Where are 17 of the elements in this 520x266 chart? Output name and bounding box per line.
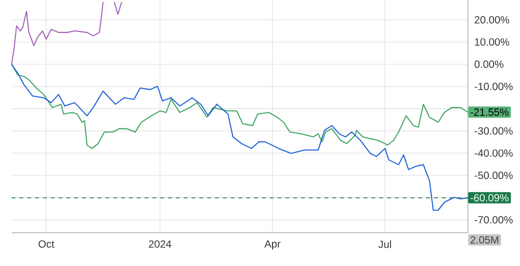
annotation: -21.55% (470, 108, 509, 116)
x-tick-label: Oct (38, 240, 54, 248)
y-tick-label: 10.00% (475, 38, 510, 46)
y-tick-label: 0.00% (474, 60, 504, 68)
y-tick-label: -10.00% (474, 82, 513, 90)
x-tick-label: Jul (378, 240, 391, 248)
ref-line-label: -60.09% (470, 194, 509, 202)
y-tick-label: 20.00% (474, 16, 510, 24)
x-tick-label: 2024 (148, 240, 172, 248)
line-series (11, 64, 468, 150)
y-tick-label: -40.00% (474, 149, 513, 157)
y-tick-label: -70.00% (474, 216, 513, 224)
text: 2.05M (470, 236, 498, 244)
y-tick-label: -30.00% (474, 127, 513, 135)
y-tick-label: -50.00% (474, 172, 513, 180)
line-series (11, 64, 468, 211)
x-tick-label: Apr (264, 240, 280, 250)
